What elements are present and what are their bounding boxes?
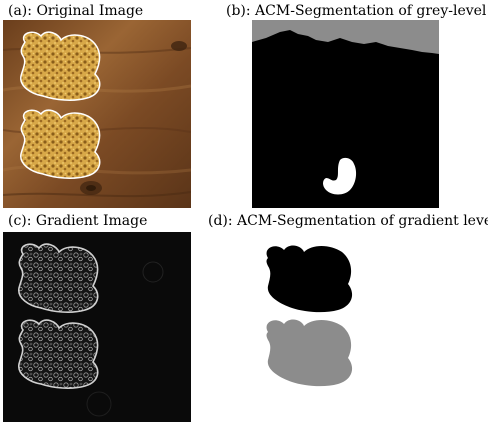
acm-grey-level-image xyxy=(252,20,439,208)
acm-grey-level-graphic xyxy=(252,20,439,208)
original-image xyxy=(3,20,191,208)
caption-original-image: (a): Original Image xyxy=(8,3,144,19)
caption-acm-gradient-level: (d): ACM-Segmentation of gradient level xyxy=(208,213,488,229)
acm-gradient-level-image xyxy=(252,232,439,422)
acm-gradient-level-graphic xyxy=(252,232,439,422)
caption-acm-grey-level: (b): ACM-Segmentation of grey-level xyxy=(226,3,487,19)
caption-gradient-image: (c): Gradient Image xyxy=(8,213,148,229)
original-image-graphic xyxy=(3,20,191,208)
gradient-image xyxy=(3,232,191,422)
gradient-image-graphic xyxy=(3,232,191,422)
